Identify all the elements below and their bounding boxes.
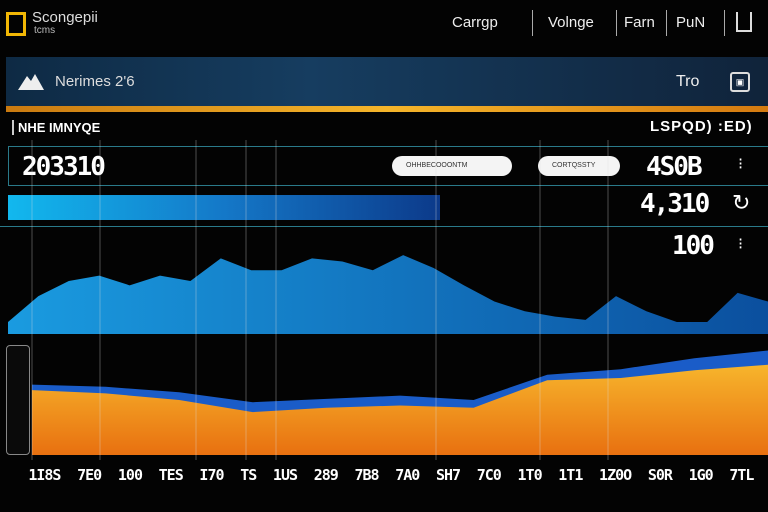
more-icon[interactable]: ⁝ — [738, 156, 744, 173]
logo-subtitle: tcms — [34, 25, 56, 36]
x-tick-label: 1Z0O — [599, 466, 632, 484]
area-series — [8, 255, 768, 334]
x-tick-label: 7A0 — [395, 466, 420, 484]
filter-input-1[interactable]: OHHBECOOONTM — [392, 156, 512, 176]
mountain-icon — [18, 74, 44, 90]
nav-item-2[interactable]: Volnge — [548, 14, 594, 31]
x-tick-label: 100 — [117, 466, 143, 484]
orange-area-series — [32, 364, 768, 455]
stat-value-1: 4S0B — [646, 152, 703, 182]
logo-title: Scongepii — [32, 9, 98, 26]
nav-item-1[interactable]: Carrgp — [452, 14, 498, 31]
section-title: NHE IMNYQE — [12, 120, 100, 135]
nav-item-3[interactable]: Farn — [624, 14, 655, 31]
banner-title: Nerimes 2'6 — [55, 73, 135, 90]
value-panel — [8, 146, 768, 186]
filter-input-2[interactable]: CORTQSSTY — [538, 156, 620, 176]
badge-button[interactable]: ▣ — [730, 72, 750, 92]
more-icon[interactable]: ⁝ — [738, 236, 744, 253]
bottom-area-chart — [32, 350, 768, 455]
x-tick-label: SH7 — [435, 466, 461, 484]
stat-value-2: 4,310 — [640, 189, 710, 219]
x-tick-label: 1US — [272, 466, 298, 484]
banner-accent-line — [6, 106, 768, 112]
divider — [532, 10, 533, 36]
refresh-icon[interactable]: ↻ — [732, 190, 751, 215]
progress-bar — [8, 195, 440, 220]
banner-label: Tro — [676, 73, 700, 90]
x-tick-label: 1T1 — [558, 466, 583, 484]
x-tick-label: S0R — [647, 466, 673, 484]
main-value: 203310 — [22, 152, 106, 182]
x-tick-label: 289 — [313, 466, 339, 484]
x-tick-label: 7B8 — [354, 466, 379, 484]
x-tick-label: 1G0 — [688, 466, 714, 484]
banner — [6, 57, 768, 107]
x-tick-label: 1I8S — [28, 466, 61, 484]
x-tick-label: I70 — [199, 466, 224, 484]
x-tick-label: 7E0 — [77, 466, 102, 484]
save-icon[interactable] — [736, 12, 752, 32]
x-tick-label: 1T0 — [517, 466, 543, 484]
divider — [724, 10, 725, 36]
section-status: LSPQD) :ED) — [650, 118, 753, 135]
x-tick-label: 7TL — [729, 466, 754, 484]
x-axis-labels: 1I8S 7E0 100 TES I70 TS 1US 289 7B8 7A0 SH7 7C0 1T0 1… — [0, 466, 768, 484]
chart-legend-strip — [6, 345, 30, 455]
top-area-chart — [0, 226, 768, 334]
x-tick-label: 7C0 — [476, 466, 502, 484]
x-tick-label: TS — [240, 466, 257, 484]
stat-value-3: 100 — [672, 231, 715, 261]
divider — [616, 10, 617, 36]
nav-item-4[interactable]: PuN — [676, 14, 706, 31]
divider — [666, 10, 667, 36]
logo-icon — [6, 12, 26, 36]
x-tick-label: TES — [158, 466, 184, 484]
